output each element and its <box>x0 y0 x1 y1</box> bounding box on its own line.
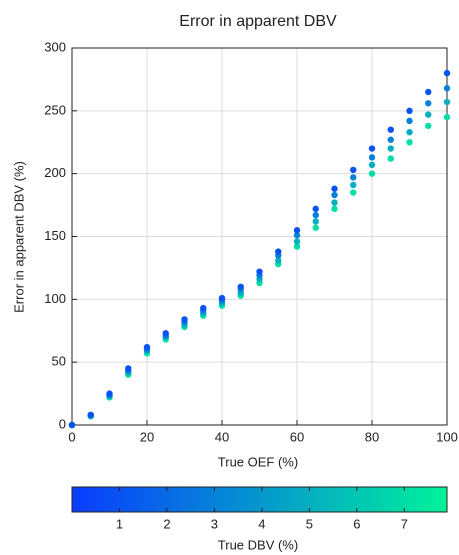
point <box>443 113 451 121</box>
point <box>406 117 413 125</box>
point <box>443 69 451 77</box>
point <box>312 218 319 225</box>
point <box>312 211 319 219</box>
point <box>425 122 432 130</box>
point <box>312 224 319 231</box>
x-tick-label: 40 <box>215 429 229 444</box>
point <box>162 330 169 337</box>
y-tick-label: 100 <box>44 291 66 306</box>
point <box>387 145 394 152</box>
point <box>406 107 413 115</box>
point <box>425 111 432 118</box>
point <box>368 145 376 152</box>
point <box>368 154 376 161</box>
colorbar-tick-label: 2 <box>163 516 170 531</box>
point <box>68 421 76 429</box>
point <box>350 166 357 174</box>
point <box>218 294 226 302</box>
colorbar-label: True DBV (%) <box>218 537 298 552</box>
colorbar <box>71 486 448 513</box>
plot-frame <box>71 47 448 426</box>
point <box>312 205 319 213</box>
point <box>293 227 301 234</box>
point <box>406 128 413 136</box>
point <box>331 185 338 192</box>
point <box>106 390 113 397</box>
x-tick-label: 60 <box>290 429 304 444</box>
point <box>293 232 301 239</box>
colorbar-tick-label: 4 <box>258 516 265 531</box>
colorbar-tick-label: 6 <box>353 516 360 531</box>
point <box>387 126 394 133</box>
x-tick-label: 100 <box>436 429 458 444</box>
y-tick-label: 0 <box>59 416 66 431</box>
point <box>406 139 413 146</box>
chart-title: Error in apparent DBV <box>179 13 337 30</box>
point <box>350 181 357 189</box>
point <box>368 170 376 177</box>
point <box>387 136 394 143</box>
x-tick-label: 80 <box>365 429 379 444</box>
y-tick-label: 250 <box>44 102 66 117</box>
point <box>275 248 282 255</box>
colorbar-tick-label: 5 <box>306 516 313 531</box>
point <box>256 268 263 275</box>
point <box>350 189 357 196</box>
point <box>425 88 432 96</box>
y-axis-label: Error in apparent DBV (%) <box>11 161 26 313</box>
x-tick-label: 20 <box>140 429 154 444</box>
x-axis-label: True OEF (%) <box>218 454 298 469</box>
x-tick-label: 0 <box>68 429 75 444</box>
point <box>443 98 451 106</box>
y-tick-label: 300 <box>44 39 66 54</box>
point <box>87 411 94 419</box>
point <box>443 85 451 92</box>
point <box>125 365 132 372</box>
point <box>350 174 357 181</box>
point <box>181 316 188 323</box>
point <box>368 161 376 169</box>
point <box>293 238 301 245</box>
point <box>425 100 432 107</box>
colorbar-tick-label: 1 <box>116 516 123 531</box>
y-tick-label: 150 <box>44 228 66 243</box>
point <box>387 155 394 162</box>
point <box>331 199 338 206</box>
point <box>331 191 338 199</box>
y-tick-label: 50 <box>52 354 66 369</box>
point <box>293 243 301 250</box>
point <box>143 343 151 351</box>
point <box>331 205 338 213</box>
colorbar-tick-label: 7 <box>401 516 408 531</box>
colorbar-tick-label: 3 <box>211 516 218 531</box>
point <box>275 257 282 264</box>
point <box>200 304 207 312</box>
y-tick-label: 200 <box>44 165 66 180</box>
point <box>237 283 244 290</box>
